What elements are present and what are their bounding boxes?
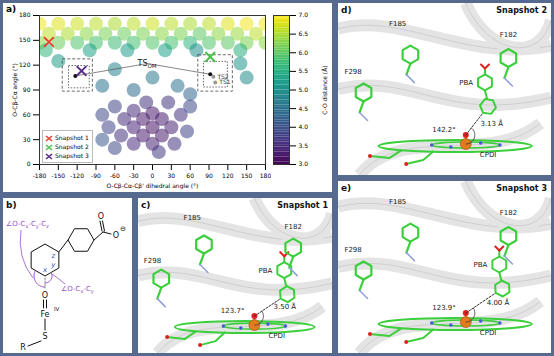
svg-text:S: S — [42, 332, 47, 341]
svg-text:142.2°: 142.2° — [432, 126, 456, 134]
svg-text:PBA: PBA — [258, 267, 272, 275]
svg-text:-90: -90 — [91, 172, 101, 179]
svg-text:-150: -150 — [52, 172, 66, 179]
svg-text:5.0: 5.0 — [299, 86, 309, 93]
svg-text:-30: -30 — [129, 172, 139, 179]
svg-text:F185: F185 — [389, 198, 406, 206]
svg-text:90: 90 — [205, 172, 213, 179]
svg-text:Snapshot 2: Snapshot 2 — [496, 6, 547, 15]
svg-text:O: O — [42, 291, 48, 300]
svg-text:-120: -120 — [70, 172, 84, 179]
svg-text:⊖: ⊖ — [120, 225, 126, 233]
svg-text:PBA: PBA — [474, 261, 488, 269]
svg-text:F182: F182 — [500, 209, 517, 217]
svg-text:150: 150 — [241, 172, 253, 179]
svg-text:0: 0 — [151, 172, 155, 179]
svg-text:Snapshot 3: Snapshot 3 — [496, 184, 547, 193]
svg-text:3.50 Å: 3.50 Å — [274, 302, 297, 311]
html-text:Snapshot 3: Snapshot 3 — [55, 152, 89, 159]
html-text:a): a) — [6, 4, 17, 14]
svg-text:e): e) — [341, 183, 351, 193]
html-text:Snapshot 2: Snapshot 2 — [55, 143, 89, 150]
svg-text:-60: -60 — [110, 172, 120, 179]
svg-text:C-O distance (Å): C-O distance (Å) — [321, 65, 328, 114]
svg-text:30: 30 — [23, 136, 31, 143]
svg-text:CPDI: CPDI — [268, 332, 285, 340]
svg-text:x: x — [42, 266, 48, 274]
svg-text:F185: F185 — [389, 20, 406, 28]
svg-text:6.0: 6.0 — [299, 49, 309, 56]
svg-text:7.0: 7.0 — [299, 11, 309, 18]
svg-text:6.5: 6.5 — [299, 30, 309, 37]
svg-text:120: 120 — [222, 172, 234, 179]
svg-text:F182: F182 — [285, 223, 302, 231]
svg-text:-180: -180 — [33, 172, 47, 179]
svg-text:150: 150 — [19, 36, 31, 43]
svg-text:CPDI: CPDI — [480, 151, 497, 159]
svg-text:0: 0 — [27, 160, 31, 167]
svg-text:O: O — [113, 231, 119, 240]
svg-text:90: 90 — [23, 86, 31, 93]
svg-text:TS1: TS1 — [218, 78, 230, 85]
svg-text:180: 180 — [260, 172, 271, 179]
svg-text:F298: F298 — [344, 68, 361, 76]
svg-text:123.7°: 123.7° — [221, 307, 245, 315]
svg-text:d): d) — [341, 5, 352, 15]
svg-text:3.0: 3.0 — [299, 160, 309, 167]
svg-text:TS: TS — [137, 59, 148, 68]
svg-text:3.5: 3.5 — [299, 142, 309, 149]
svg-text:TS2: TS2 — [217, 72, 229, 80]
svg-text:180: 180 — [19, 11, 31, 18]
svg-text:F298: F298 — [344, 246, 361, 254]
svg-text:R: R — [20, 343, 26, 352]
svg-text:123.9°: 123.9° — [432, 304, 456, 312]
svg-text:O-Cβ-Cα angle (°): O-Cβ-Cα angle (°) — [11, 63, 19, 117]
svg-text:b): b) — [6, 200, 17, 210]
svg-text:Fe: Fe — [40, 310, 49, 319]
svg-text:O: O — [98, 212, 104, 221]
svg-text:Snapshot 1: Snapshot 1 — [277, 201, 328, 210]
svg-text:60: 60 — [186, 172, 194, 179]
svg-text:30: 30 — [168, 172, 176, 179]
svg-text:120: 120 — [19, 61, 31, 68]
svg-text:4.00 Å: 4.00 Å — [487, 298, 510, 307]
svg-text:F182: F182 — [500, 31, 517, 39]
html-text:Snapshot 1: Snapshot 1 — [55, 134, 89, 141]
svg-text:3.13 Å: 3.13 Å — [480, 119, 503, 128]
svg-text:O-Cβ-Cα-Cβ' dihedral angle (°): O-Cβ-Cα-Cβ' dihedral angle (°) — [107, 182, 199, 190]
svg-text:OM: OM — [147, 63, 156, 69]
svg-text:4.5: 4.5 — [299, 105, 309, 112]
svg-text:∠O-Cx-Cy: ∠O-Cx-Cy — [61, 285, 94, 295]
svg-text:4.0: 4.0 — [299, 123, 309, 130]
svg-text:F298: F298 — [144, 257, 161, 265]
svg-text:60: 60 — [23, 111, 31, 118]
svg-text:F185: F185 — [184, 214, 201, 222]
svg-text:c): c) — [141, 200, 150, 210]
svg-text:y: y — [50, 261, 56, 269]
svg-text:PBA: PBA — [459, 79, 473, 87]
svg-text:CPDI: CPDI — [480, 329, 497, 337]
svg-text:z: z — [50, 252, 55, 260]
svg-text:5.5: 5.5 — [299, 67, 309, 74]
svg-text:∠O-Cx-Cy-Cz: ∠O-Cx-Cy-Cz — [6, 220, 49, 230]
svg-text:IV: IV — [54, 306, 60, 312]
